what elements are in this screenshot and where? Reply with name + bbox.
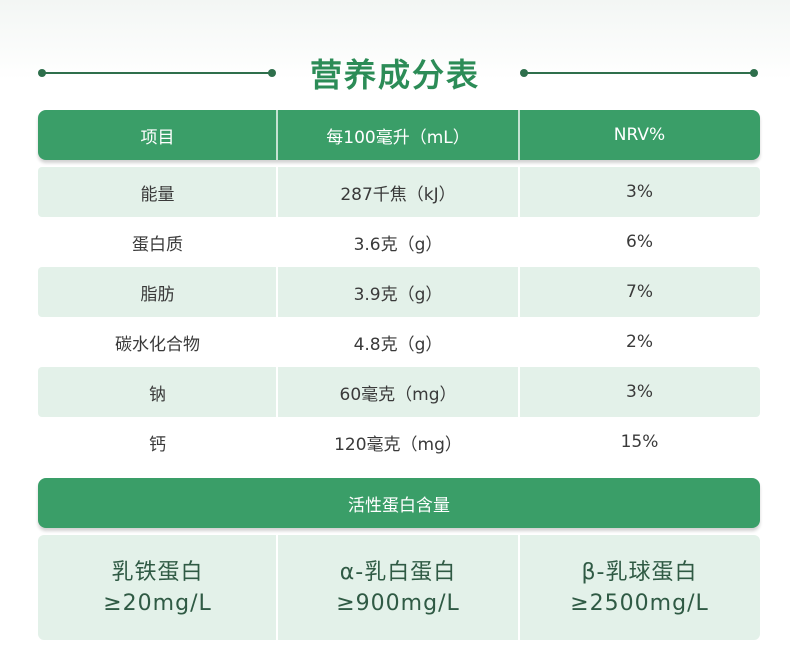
column-divider bbox=[518, 110, 520, 160]
protein-name: β-乳球蛋白 bbox=[581, 559, 698, 585]
column-divider bbox=[276, 110, 278, 160]
table-cell: 120毫克（mg） bbox=[334, 434, 462, 455]
rule-dot bbox=[520, 69, 528, 77]
row-background bbox=[38, 167, 760, 217]
table-cell: 15% bbox=[620, 432, 659, 452]
table-cell: 能量 bbox=[140, 184, 175, 205]
column-divider bbox=[276, 167, 278, 217]
protein-name: α-乳白蛋白 bbox=[339, 559, 457, 585]
protein-value: ≥900mg/L bbox=[336, 590, 460, 616]
column-divider bbox=[518, 367, 520, 417]
column-divider bbox=[518, 535, 520, 640]
column-divider bbox=[276, 267, 278, 317]
table-cell: 钠 bbox=[149, 384, 166, 405]
protein-name: 乳铁蛋白 bbox=[111, 559, 204, 585]
header-cell: NRV% bbox=[613, 125, 666, 145]
table-cell: 6% bbox=[626, 232, 653, 252]
table-cell: 3% bbox=[626, 382, 653, 402]
table-cell: 3.6克（g） bbox=[353, 234, 443, 255]
column-divider bbox=[518, 167, 520, 217]
table-cell: 7% bbox=[626, 282, 653, 302]
table-cell: 钙 bbox=[149, 434, 166, 455]
table-cell: 3.9克（g） bbox=[353, 284, 443, 305]
protein-cell: α-乳白蛋白 ≥900mg/L bbox=[277, 535, 519, 640]
title: 营养成分表 bbox=[309, 56, 480, 94]
protein-box bbox=[38, 535, 760, 640]
column-divider bbox=[518, 267, 520, 317]
section-header bbox=[38, 478, 760, 528]
rule-dot bbox=[268, 69, 276, 77]
row-background bbox=[38, 367, 760, 417]
protein-value: ≥20mg/L bbox=[103, 590, 212, 616]
table-cell: 60毫克（mg） bbox=[339, 384, 457, 405]
rule-dot bbox=[750, 69, 758, 77]
table-cell: 4.8克（g） bbox=[353, 334, 443, 355]
title-rule bbox=[42, 72, 272, 74]
table-cell: 3% bbox=[626, 182, 653, 202]
section-title: 活性蛋白含量 bbox=[348, 495, 450, 516]
rule-dot bbox=[38, 69, 46, 77]
table-cell: 2% bbox=[626, 332, 653, 352]
table-cell: 碳水化合物 bbox=[115, 334, 200, 355]
row-background bbox=[38, 267, 760, 317]
column-divider bbox=[276, 367, 278, 417]
table-cell: 脂肪 bbox=[140, 284, 175, 305]
protein-cell: β-乳球蛋白 ≥2500mg/L bbox=[519, 535, 760, 640]
table-cell: 287千焦（kJ） bbox=[340, 184, 456, 205]
column-divider bbox=[276, 535, 278, 640]
table-header bbox=[38, 110, 760, 160]
table-cell: 蛋白质 bbox=[132, 234, 183, 255]
header-cell: 项目 bbox=[140, 127, 175, 148]
protein-value: ≥2500mg/L bbox=[570, 590, 709, 616]
title-rule bbox=[524, 72, 754, 74]
header-cell: 每100毫升（mL） bbox=[326, 127, 470, 148]
protein-cell: 乳铁蛋白 ≥20mg/L bbox=[38, 535, 277, 640]
